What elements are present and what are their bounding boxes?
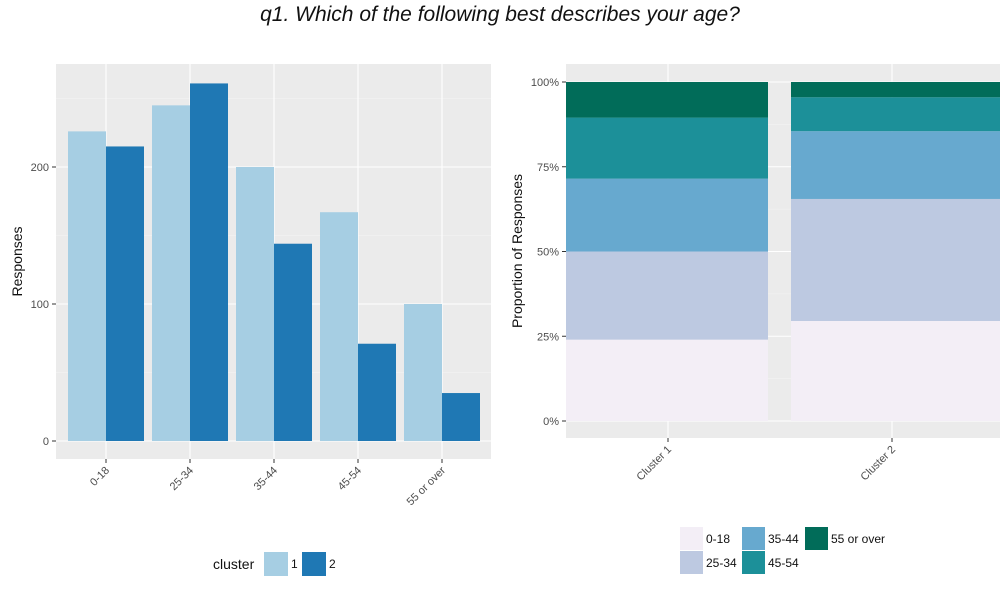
page-title: q1. Which of the following best describe… [260,3,740,26]
right-legend: 0-18 25-34 35-44 45-54 55 or over [680,527,885,574]
bar-cluster1-55-or-over [404,304,442,441]
bar-cluster1-25-34 [152,105,190,441]
left-chart-panel: 0 100 200 0-18 25-34 35-44 45-54 55 or over Resp… [9,64,491,576]
left-y-tick-label: 200 [31,162,49,174]
left-x-tick-label: 55 or over [405,464,449,508]
stack-segment-cluster-2-25-34 [791,198,1000,321]
bar-cluster2-45-54 [358,343,396,441]
bar-cluster2-0-18 [106,146,144,441]
left-legend: cluster 1 2 [213,552,336,576]
legend-swatch-45-54 [742,551,765,574]
stack-segment-cluster-1-45-54 [566,117,768,179]
right-y-tick-label: 50% [537,247,559,259]
legend-label-55-or-over: 55 or over [831,532,885,546]
legend-swatch-55-or-over [805,527,828,550]
right-y-tick-label: 25% [537,331,559,343]
stack-segment-cluster-1-55-or-over [566,82,768,118]
right-y-tick-label: 75% [537,162,559,174]
legend-swatch-cluster1 [264,552,288,576]
stack-segment-cluster-2-55-or-over [791,82,1000,98]
left-x-tick-label: 0-18 [88,465,112,489]
legend-title: cluster [213,556,255,572]
legend-label-25-34: 25-34 [706,556,737,570]
right-y-tick-label: 100% [531,77,559,89]
stack-segment-cluster-2-0-18 [791,320,1000,421]
right-x-tick-label: Cluster 2 [859,444,899,484]
legend-label-0-18: 0-18 [706,532,730,546]
bar-cluster2-55-or-over [442,393,480,441]
left-y-tick-label: 100 [31,299,49,311]
bar-cluster2-35-44 [274,243,312,441]
bar-cluster1-0-18 [68,131,106,441]
legend-label-cluster2: 2 [329,557,336,571]
bar-cluster1-45-54 [320,212,358,441]
stack-segment-cluster-1-25-34 [566,251,768,340]
legend-label-cluster1: 1 [291,557,298,571]
right-y-axis-title: Proportion of Responses [509,174,525,328]
legend-swatch-25-34 [680,551,703,574]
stack-segment-cluster-2-35-44 [791,131,1000,199]
legend-swatch-cluster2 [302,552,326,576]
stack-segment-cluster-1-0-18 [566,339,768,421]
right-x-tick-label: Cluster 1 [635,444,675,484]
legend-label-35-44: 35-44 [768,532,799,546]
legend-label-45-54: 45-54 [768,556,799,570]
bar-cluster1-35-44 [236,167,274,441]
bar-cluster2-25-34 [190,83,228,442]
left-y-tick-label: 0 [43,436,49,448]
left-x-tick-label: 25-34 [168,465,196,493]
left-x-tick-label: 45-54 [336,465,364,493]
right-chart-panel: 0% 25% 50% 75% 100% Cluster 1 Cluster 2 Proport… [509,64,1000,574]
stack-segment-cluster-1-35-44 [566,178,768,252]
legend-swatch-0-18 [680,527,703,550]
legend-swatch-35-44 [742,527,765,550]
left-y-axis-title: Responses [9,226,25,296]
stack-segment-cluster-2-45-54 [791,97,1000,132]
left-x-tick-label: 35-44 [252,465,280,493]
right-y-tick-label: 0% [543,416,559,428]
